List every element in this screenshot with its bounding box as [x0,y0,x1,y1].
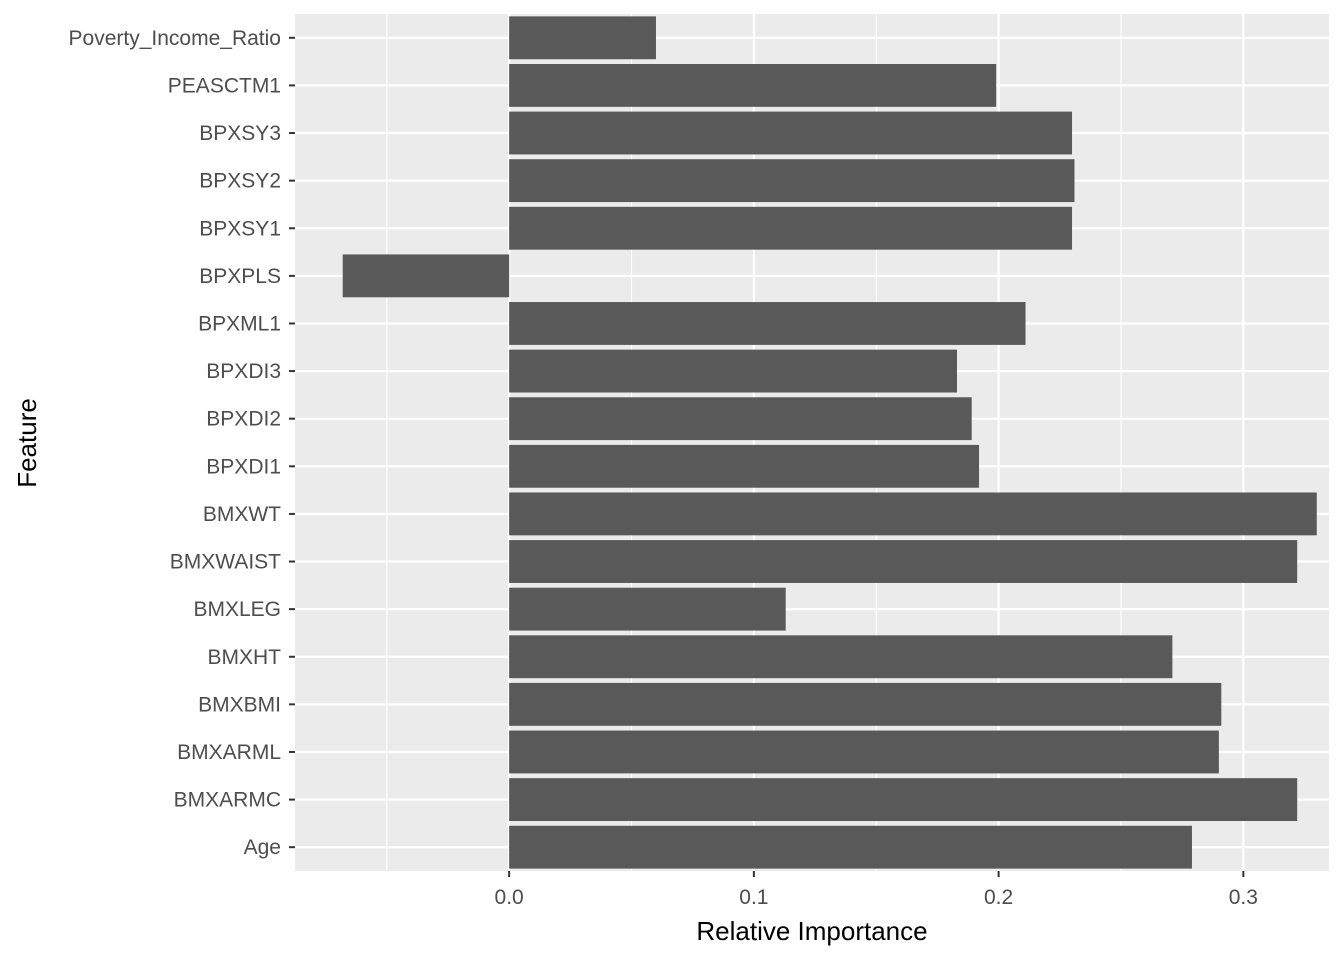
y-tick-label: BMXARML [177,741,281,764]
bar-bpxsy2 [509,159,1075,203]
bar-peasctm1 [509,63,997,107]
bar-bmxwaist [509,540,1298,583]
bar-bpxml1 [509,302,1026,345]
bar-bpxpls [342,254,510,298]
bars [342,16,1317,869]
y-tick-label: BMXARMC [174,789,281,812]
y-tick-label: BPXDI3 [206,360,281,383]
y-tick-label: BPXDI2 [206,408,281,431]
y-tick-label: BMXWAIST [170,551,281,574]
bar-bmxwt [509,492,1317,536]
y-tick-label: BMXWT [203,503,281,526]
bar-bmxleg [509,587,786,631]
y-axis-title: Feature [12,398,42,488]
bar-poverty-income-ratio [509,16,656,60]
y-tick-label: Poverty_Income_Ratio [69,27,281,50]
bar-age [509,825,1192,869]
bar-bpxdi1 [509,444,980,488]
y-tick-label: BPXML1 [198,312,281,335]
y-axis: Age BMXARMC BMXARML BMXBMI BMXHT BMXLEG BMXWAI… [69,27,295,859]
y-tick-label: BPXSY1 [199,217,281,240]
bar-bpxdi3 [509,349,958,393]
y-tick-label: Age [244,836,281,859]
plot-panel [295,14,1329,871]
x-tick-label: 0.2 [984,886,1013,909]
y-tick-label: BMXBMI [198,693,281,716]
x-axis-title: Relative Importance [696,916,927,946]
bar-bmxht [509,635,1173,679]
bar-bpxsy1 [509,206,1073,250]
y-tick-label: BPXSY2 [199,170,281,193]
y-tick-label: PEASCTM1 [168,74,281,97]
y-tick-label: BPXDI1 [206,455,281,478]
bar-bmxarml [509,730,1219,774]
y-tick-label: BMXHT [208,646,282,669]
bar-bmxbmi [509,682,1222,726]
y-tick-label: BPXPLS [199,265,281,288]
x-axis: 0.0 0.1 0.2 0.3 [495,871,1258,909]
x-tick-label: 0.0 [495,886,524,909]
bar-bmxarmc [509,778,1298,822]
y-tick-label: BPXSY3 [199,122,281,145]
bar-bpxsy3 [509,111,1073,155]
bar-bpxdi2 [509,397,972,441]
x-tick-label: 0.1 [739,886,768,909]
x-tick-label: 0.3 [1229,886,1258,909]
y-tick-label: BMXLEG [193,598,281,621]
